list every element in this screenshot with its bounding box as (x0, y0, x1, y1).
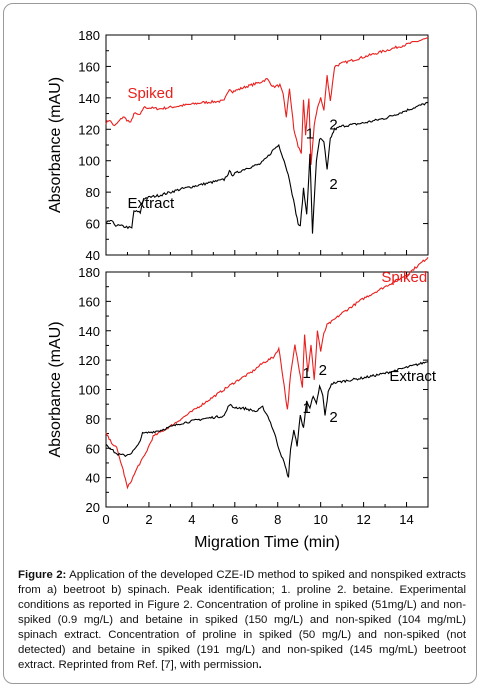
peak-label: 2 (329, 176, 337, 193)
series-label-extract: Extract (389, 368, 437, 385)
x-tick-label: 12 (356, 512, 370, 527)
x-tick-label: 2 (145, 512, 152, 527)
peak-label: 1 (306, 126, 314, 143)
x-tick-label: 8 (274, 512, 281, 527)
y-tick-label: 140 (78, 324, 100, 339)
x-axis-label: Migration Time (min) (194, 534, 340, 551)
x-tick-label: 6 (231, 512, 238, 527)
series-label-extract: Extract (127, 195, 175, 212)
y-tick-label: 180 (78, 28, 100, 43)
y-tick-label: 160 (78, 59, 100, 74)
peak-label: 2 (329, 409, 337, 426)
peak-label: 1 (303, 400, 311, 417)
y-tick-label: 20 (86, 500, 100, 515)
peak-label: 2 (319, 362, 327, 379)
y-tick-label: 100 (78, 154, 100, 169)
series-label-spiked: Spiked (127, 85, 173, 102)
x-tick-label: 10 (313, 512, 327, 527)
peak-label: 2 (329, 116, 337, 133)
plot-frame-bottom (105, 271, 429, 508)
y-axis-label: Absorbance (mAU) (47, 321, 64, 457)
y-tick-label: 40 (86, 471, 100, 486)
x-tick-label: 14 (399, 512, 413, 527)
caption-text: Application of the developed CZE-ID meth… (18, 569, 466, 671)
y-tick-label: 60 (86, 441, 100, 456)
y-tick-label: 120 (78, 353, 100, 368)
y-tick-label: 80 (86, 412, 100, 427)
series-label-spiked: Spiked (381, 269, 427, 286)
series-line-spiked (105, 37, 429, 165)
series-line-extract (105, 101, 429, 234)
caption-label: Figure 2: (18, 569, 67, 581)
y-tick-label: 40 (86, 248, 100, 263)
x-tick-label: 0 (102, 512, 109, 527)
y-tick-label: 60 (86, 217, 100, 232)
y-tick-label: 80 (86, 185, 100, 200)
y-tick-label: 140 (78, 91, 100, 106)
caption-end: . (258, 659, 262, 671)
x-tick-label: 4 (188, 512, 195, 527)
peak-label: 1 (303, 365, 311, 382)
y-tick-label: 100 (78, 383, 100, 398)
y-tick-label: 120 (78, 122, 100, 137)
figure-frame (3, 3, 477, 684)
figure-caption: Figure 2: Application of the developed C… (18, 568, 466, 673)
y-axis-label: Absorbance (mAU) (47, 77, 64, 213)
series-line-spiked (105, 256, 429, 490)
plot-frame-top (105, 34, 429, 256)
y-tick-label: 160 (78, 294, 100, 309)
y-tick-label: 180 (78, 265, 100, 280)
series-line-extract (105, 361, 429, 478)
